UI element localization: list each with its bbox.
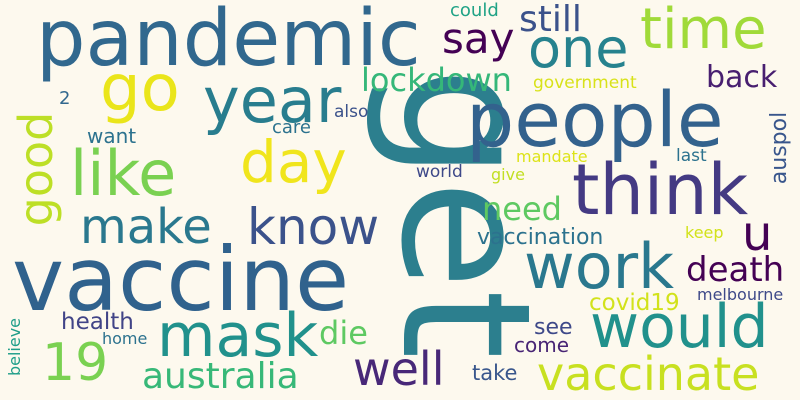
word-mandate: mandate	[516, 147, 588, 166]
word-back: back	[706, 60, 778, 95]
word-work: work	[524, 230, 675, 303]
word-like: like	[70, 137, 177, 210]
word-vaccination: vaccination	[477, 225, 604, 250]
word-lockdown: lockdown	[361, 61, 512, 99]
word-government: government	[533, 73, 637, 93]
word-year: year	[203, 64, 342, 137]
word-covid19: covid19	[589, 290, 680, 316]
word-one: one	[528, 17, 629, 80]
word-good: good	[9, 111, 63, 227]
word-melbourne: melbourne	[697, 285, 784, 304]
word-home: home	[102, 329, 148, 348]
word-19: 19	[42, 333, 109, 393]
word-last: last	[676, 146, 707, 166]
word-go: go	[100, 52, 180, 126]
word-auspol: auspol	[767, 111, 792, 185]
word-vaccinate: vaccinate	[537, 347, 760, 400]
word-know: know	[247, 198, 380, 256]
word-need: need	[482, 190, 562, 228]
word-see: see	[534, 315, 573, 340]
word-world: world	[416, 162, 463, 182]
word-day: day	[240, 128, 347, 196]
word-die: die	[319, 314, 368, 352]
word-also: also	[334, 102, 369, 122]
word-give: give	[491, 165, 525, 184]
word-health: health	[61, 309, 134, 335]
word-want: want	[87, 124, 137, 148]
word-time: time	[640, 0, 767, 62]
word-people: people	[466, 75, 724, 164]
word-mask: mask	[157, 301, 319, 371]
word-care: care	[272, 117, 312, 138]
word-think: think	[572, 149, 749, 231]
word-australia: australia	[142, 356, 299, 397]
word-death: death	[686, 250, 785, 290]
word-come: come	[514, 333, 570, 357]
word-would: would	[590, 292, 769, 362]
word-vaccine: vaccine	[12, 228, 350, 331]
word-2: 2	[59, 88, 71, 109]
word-believe: believe	[5, 317, 24, 377]
word-well: well	[353, 342, 445, 396]
word-say: say	[442, 14, 515, 63]
word-pandemic: pandemic	[36, 0, 421, 84]
word-take: take	[472, 361, 518, 385]
word-could: could	[450, 0, 499, 21]
word-keep: keep	[685, 223, 724, 242]
word-u: u	[742, 206, 773, 262]
word-make: make	[80, 199, 212, 255]
word-still: still	[519, 0, 582, 40]
